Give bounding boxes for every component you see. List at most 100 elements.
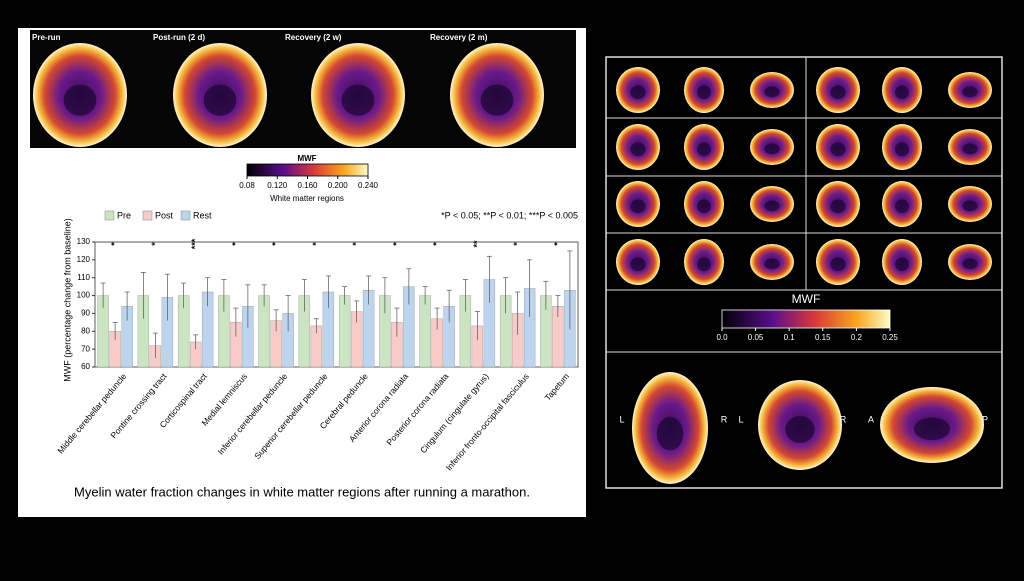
brain-inner — [962, 86, 978, 98]
error-bar — [205, 277, 211, 307]
orientation-label: P — [982, 414, 988, 424]
error-bar — [140, 272, 146, 319]
brain-inner — [341, 84, 375, 116]
y-tick-label: 120 — [77, 255, 91, 264]
brain-inner — [895, 85, 909, 100]
brain-inner — [895, 142, 909, 157]
brain-inner — [913, 417, 951, 441]
brain-inner — [764, 143, 780, 155]
significance: * — [271, 242, 281, 246]
legend-swatch — [104, 210, 115, 221]
significance: * — [230, 242, 240, 246]
error-bar — [462, 279, 468, 312]
brain-inner — [962, 200, 978, 212]
error-bar — [285, 295, 291, 332]
brain-inner — [697, 142, 711, 157]
colorbar-tick-label: 0.25 — [882, 333, 898, 342]
error-bar — [100, 282, 106, 309]
significance: *** — [190, 238, 200, 249]
error-bar — [233, 307, 239, 337]
significance: ** — [472, 240, 482, 248]
brain-inner — [630, 257, 646, 272]
brain-inner — [830, 85, 846, 100]
brain-inner — [830, 257, 846, 272]
legend-swatch — [142, 210, 153, 221]
significance: * — [150, 242, 160, 246]
error-bar — [543, 280, 549, 310]
significance: * — [110, 242, 120, 246]
significance: * — [432, 242, 442, 246]
colorbar-tick-label: 0.0 — [716, 333, 728, 342]
bar — [419, 295, 431, 368]
error-bar — [313, 318, 319, 334]
significance: * — [391, 242, 401, 246]
error-bar — [193, 334, 199, 350]
orientation-label: L — [738, 414, 743, 424]
error-bar — [422, 286, 428, 305]
error-bar — [112, 322, 118, 341]
y-tick-label: 130 — [77, 237, 91, 246]
brain-inner — [764, 86, 780, 98]
colorbar-tick-label: 0.200 — [328, 181, 349, 190]
y-tick-label: 60 — [81, 362, 90, 371]
error-bar — [382, 277, 388, 314]
legend-swatch — [180, 210, 191, 221]
error-bar — [325, 275, 331, 309]
y-tick-label: 110 — [77, 273, 90, 282]
error-bar — [245, 284, 251, 328]
brain-inner — [785, 416, 815, 443]
error-bar — [342, 286, 348, 305]
y-tick-label: 70 — [81, 344, 90, 353]
bar — [338, 295, 351, 368]
brain-inner — [656, 416, 684, 451]
error-bar — [124, 291, 130, 321]
legend-label: Pre — [117, 210, 131, 220]
error-bar — [555, 295, 561, 317]
error-bar — [567, 250, 573, 330]
brain-inner — [480, 84, 514, 116]
error-bar — [503, 277, 509, 314]
error-bar — [152, 332, 158, 359]
error-bar — [366, 275, 372, 305]
brain-inner — [830, 142, 846, 157]
colorbar-tick-label: 0.05 — [748, 333, 764, 342]
brain-inner — [895, 199, 909, 214]
brain-inner — [630, 85, 646, 100]
y-axis-label: MWF (percentage change from baseline) — [62, 218, 72, 382]
colorbar-title: MWF — [297, 154, 316, 163]
error-bar — [527, 259, 533, 317]
brain-inner — [697, 85, 711, 100]
error-bar — [301, 279, 307, 312]
brain-inner — [697, 199, 711, 214]
colorbar — [246, 163, 369, 177]
colorbar-tick-label: 0.120 — [267, 181, 288, 190]
error-bar — [406, 268, 412, 305]
brain-inner — [697, 257, 711, 272]
orientation-label: A — [868, 414, 874, 424]
error-bar — [515, 291, 521, 335]
brain-inner — [830, 199, 846, 214]
significance-note: *P < 0.05; **P < 0.01; ***P < 0.005 — [441, 210, 578, 220]
error-bar — [434, 307, 440, 330]
significance: * — [512, 242, 522, 246]
colorbar — [721, 309, 891, 329]
significance: * — [311, 242, 321, 246]
colorbar-title: MWF — [792, 292, 821, 306]
orientation-label: L — [619, 414, 624, 424]
row-dividers — [606, 117, 1002, 353]
error-bar — [394, 307, 400, 337]
error-bar — [221, 279, 227, 312]
panel-label: Recovery (2 w) — [285, 33, 342, 42]
brain-inner — [630, 199, 646, 214]
error-bar — [486, 255, 492, 303]
colorbar-tick-label: 0.15 — [815, 333, 831, 342]
error-bar — [164, 273, 170, 321]
brain-inner — [962, 258, 978, 270]
legend-label: Post — [155, 210, 174, 220]
significance: * — [351, 242, 361, 246]
y-tick-label: 80 — [81, 326, 90, 335]
y-tick-label: 100 — [77, 291, 91, 300]
colorbar-tick-label: 0.160 — [297, 181, 318, 190]
error-bar — [181, 282, 187, 309]
